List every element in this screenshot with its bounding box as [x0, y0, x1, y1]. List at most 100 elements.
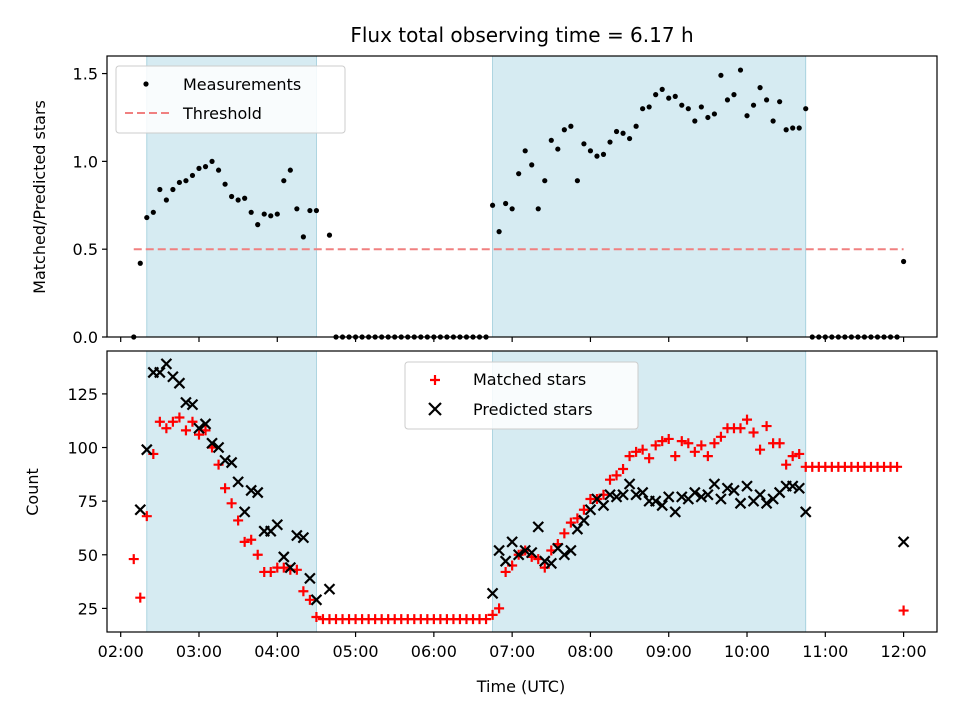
- predicted-star-point: [689, 486, 701, 499]
- matched-star-point: [774, 438, 785, 449]
- top-legend: Measurements Threshold: [115, 65, 346, 134]
- predicted-star-point: [558, 549, 571, 561]
- predicted-star-point: [532, 521, 545, 533]
- matched-star-point: [657, 436, 668, 447]
- x-tick-label: 05:00: [333, 642, 379, 661]
- matched-star-point: [559, 528, 570, 539]
- measurement-point: [183, 178, 189, 184]
- predicted-star-point: [271, 518, 284, 531]
- predicted-star-point: [565, 544, 577, 557]
- measurement-point: [672, 93, 678, 99]
- measurement-point: [542, 178, 548, 184]
- measurement-point: [763, 97, 770, 103]
- predicted-star-point: [212, 441, 225, 454]
- legend-label-predicted: Predicted stars: [473, 400, 593, 419]
- measurement-point: [516, 171, 522, 177]
- measurement-point: [268, 213, 274, 219]
- measurement-point: [307, 207, 313, 214]
- matched-star-point: [631, 446, 642, 457]
- x-tick-label: 02:00: [98, 642, 144, 661]
- predicted-star-point: [206, 437, 218, 450]
- measurement-point: [137, 260, 143, 266]
- measurement-point: [548, 137, 554, 143]
- measurement-point: [163, 197, 169, 203]
- measurement-point: [626, 135, 633, 142]
- measurement-point: [777, 99, 783, 105]
- measurement-point: [300, 234, 306, 240]
- matched-star-point: [683, 438, 694, 449]
- measurement-point: [509, 206, 515, 212]
- measurement-point: [555, 146, 561, 152]
- measurement-point: [750, 102, 757, 108]
- matched-star-point: [481, 614, 492, 625]
- measurement-point: [646, 104, 652, 110]
- measurement-point: [248, 209, 254, 215]
- measurement-point: [666, 95, 672, 101]
- predicted-star-point: [310, 594, 323, 606]
- bottom-panel: 25 50 75 100 125 02:00 03:00 04:00 05:00 06:00 07:…: [67, 350, 938, 661]
- legend-marker-matched: [430, 375, 440, 385]
- y-tick-label: 0.0: [73, 328, 98, 347]
- measurement-point: [796, 125, 802, 131]
- measurement-point: [235, 197, 241, 203]
- observing-window-2: [492, 55, 807, 338]
- x-tick-label: 10:00: [724, 642, 770, 661]
- predicted-star-point: [675, 491, 688, 503]
- measurement-point: [489, 202, 496, 208]
- matched-star-point: [670, 451, 681, 462]
- measurement-point: [698, 104, 704, 110]
- matched-star-point: [637, 444, 648, 455]
- predicted-star-point: [897, 536, 910, 548]
- measurement-point: [594, 153, 600, 159]
- matched-star-point: [246, 534, 257, 545]
- predicted-star-point: [721, 482, 734, 495]
- x-tick-label: 12:00: [881, 642, 927, 661]
- matched-star-point: [298, 586, 309, 597]
- predicted-star-point: [506, 536, 518, 548]
- measurement-point: [607, 139, 613, 145]
- measurement-point: [170, 186, 176, 193]
- measurement-point: [711, 111, 717, 117]
- measurement-point: [242, 195, 248, 201]
- y-tick-label: 125: [67, 385, 98, 404]
- measurement-point: [600, 151, 607, 157]
- matched-star-point: [742, 414, 753, 425]
- matched-star-point: [193, 429, 204, 440]
- measurement-point: [150, 209, 156, 215]
- predicted-star-point: [173, 377, 186, 389]
- measurement-point: [744, 113, 750, 119]
- predicted-star-point: [571, 523, 584, 535]
- predicted-star-point: [193, 422, 205, 434]
- y-tick-label: 25: [78, 599, 98, 618]
- predicted-star-point: [734, 497, 747, 510]
- legend-label-matched: Matched stars: [473, 370, 586, 389]
- predicted-star-point: [225, 456, 238, 469]
- measurement-point: [705, 114, 711, 121]
- predicted-star-point: [519, 544, 531, 557]
- predicted-star-point: [186, 398, 199, 411]
- predicted-star-point: [799, 506, 812, 518]
- predicted-star-point: [291, 529, 303, 542]
- measurement-point: [731, 92, 737, 98]
- matched-star-point: [154, 416, 165, 427]
- predicted-star-point: [232, 476, 244, 488]
- matched-star-point: [494, 603, 505, 614]
- matched-star-point: [644, 453, 655, 464]
- matched-star-point: [180, 425, 191, 436]
- matched-star-point: [265, 566, 276, 577]
- measurement-point: [189, 172, 196, 179]
- predicted-star-point: [578, 514, 590, 527]
- matched-star-point: [252, 549, 263, 560]
- matched-star-point: [709, 438, 720, 449]
- predicted-star-point: [728, 484, 740, 497]
- measurement-point: [724, 97, 731, 103]
- predicted-star-point: [251, 486, 264, 499]
- matched-star-point: [735, 423, 746, 434]
- top-y-axis-label: Matched/Predicted stars: [30, 100, 49, 294]
- x-tick-label: 09:00: [646, 642, 692, 661]
- x-tick-label: 11:00: [802, 642, 848, 661]
- predicted-star-point: [793, 482, 805, 495]
- predicted-star-point: [238, 506, 251, 518]
- measurement-point: [620, 130, 626, 136]
